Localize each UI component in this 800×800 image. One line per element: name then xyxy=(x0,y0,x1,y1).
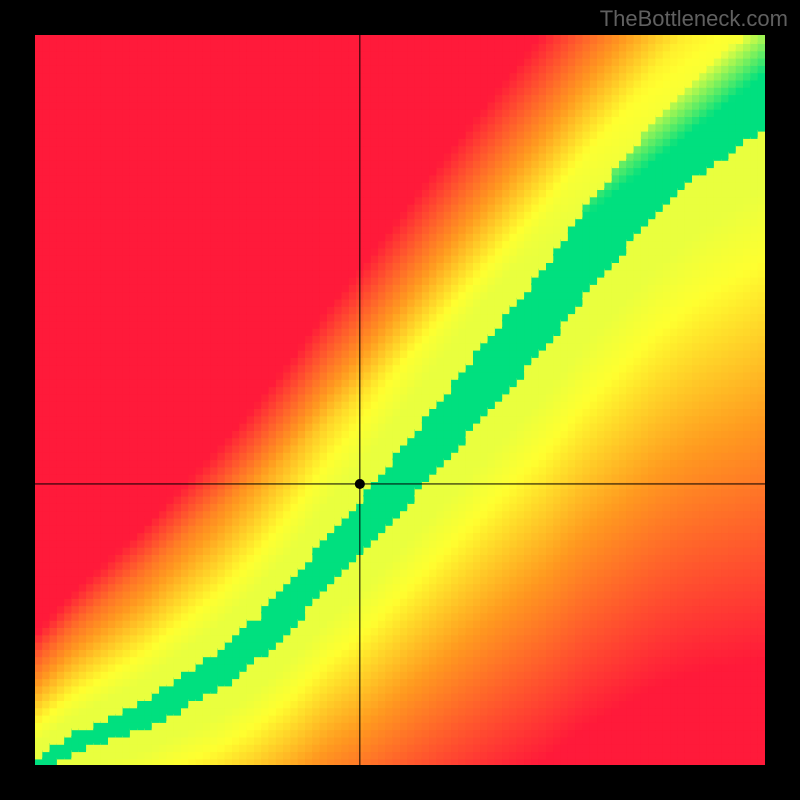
chart-container: TheBottleneck.com xyxy=(0,0,800,800)
heatmap-canvas xyxy=(35,35,765,765)
chart-area xyxy=(35,35,765,765)
watermark-text: TheBottleneck.com xyxy=(600,6,788,32)
